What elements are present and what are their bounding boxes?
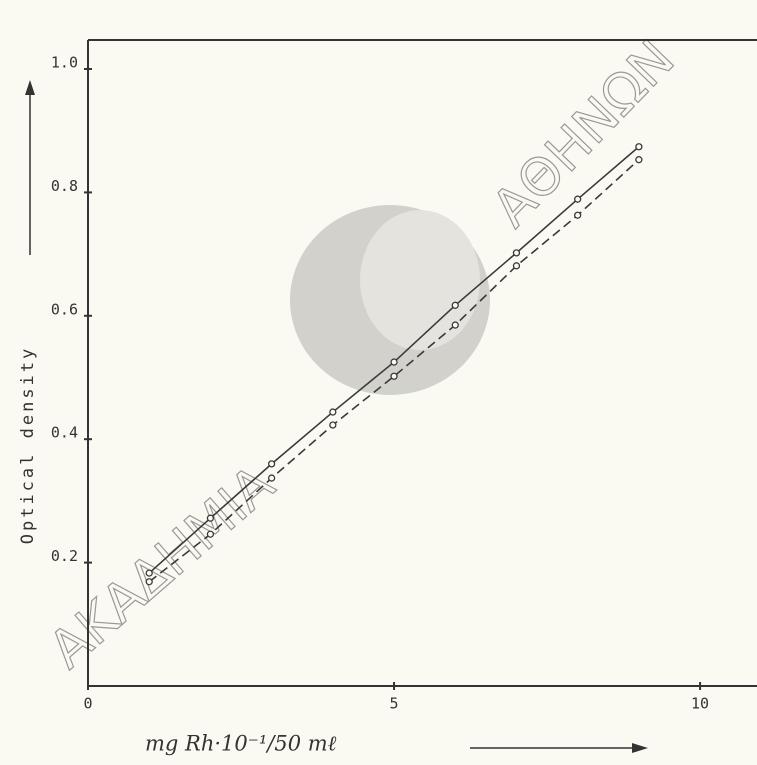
x-axis-label: mg Rh·10⁻¹/50 mℓ (145, 732, 337, 756)
data-point (635, 143, 643, 151)
data-point (329, 421, 337, 429)
data-point (329, 408, 337, 416)
arrow-head (25, 80, 35, 95)
x-tick-label: 10 (691, 695, 709, 713)
emblem (290, 205, 490, 395)
data-point (512, 249, 521, 257)
y-axis-label: Optical density (18, 346, 38, 545)
data-point (267, 460, 276, 468)
data-point (451, 301, 459, 309)
data-point (145, 578, 153, 586)
y-tick-label: 0.6 (51, 300, 78, 318)
y-tick-label: 1.0 (51, 53, 78, 71)
data-point (145, 569, 153, 577)
data-point (390, 358, 398, 366)
data-point (206, 514, 215, 522)
data-point (206, 530, 215, 538)
data-point (635, 156, 643, 164)
data-point (574, 195, 582, 203)
data-point (451, 321, 459, 329)
data-point (390, 372, 398, 380)
x-tick-label: 0 (83, 695, 92, 713)
y-tick-label: 0.4 (51, 424, 78, 442)
x-tick-label: 5 (390, 695, 399, 713)
series-line (148, 159, 640, 583)
data-point (574, 211, 582, 219)
arrow-head (632, 743, 648, 753)
data-point (512, 262, 521, 270)
y-tick-label: 0.8 (51, 177, 78, 195)
y-tick-label: 0.2 (51, 547, 78, 565)
data-point (267, 474, 276, 482)
